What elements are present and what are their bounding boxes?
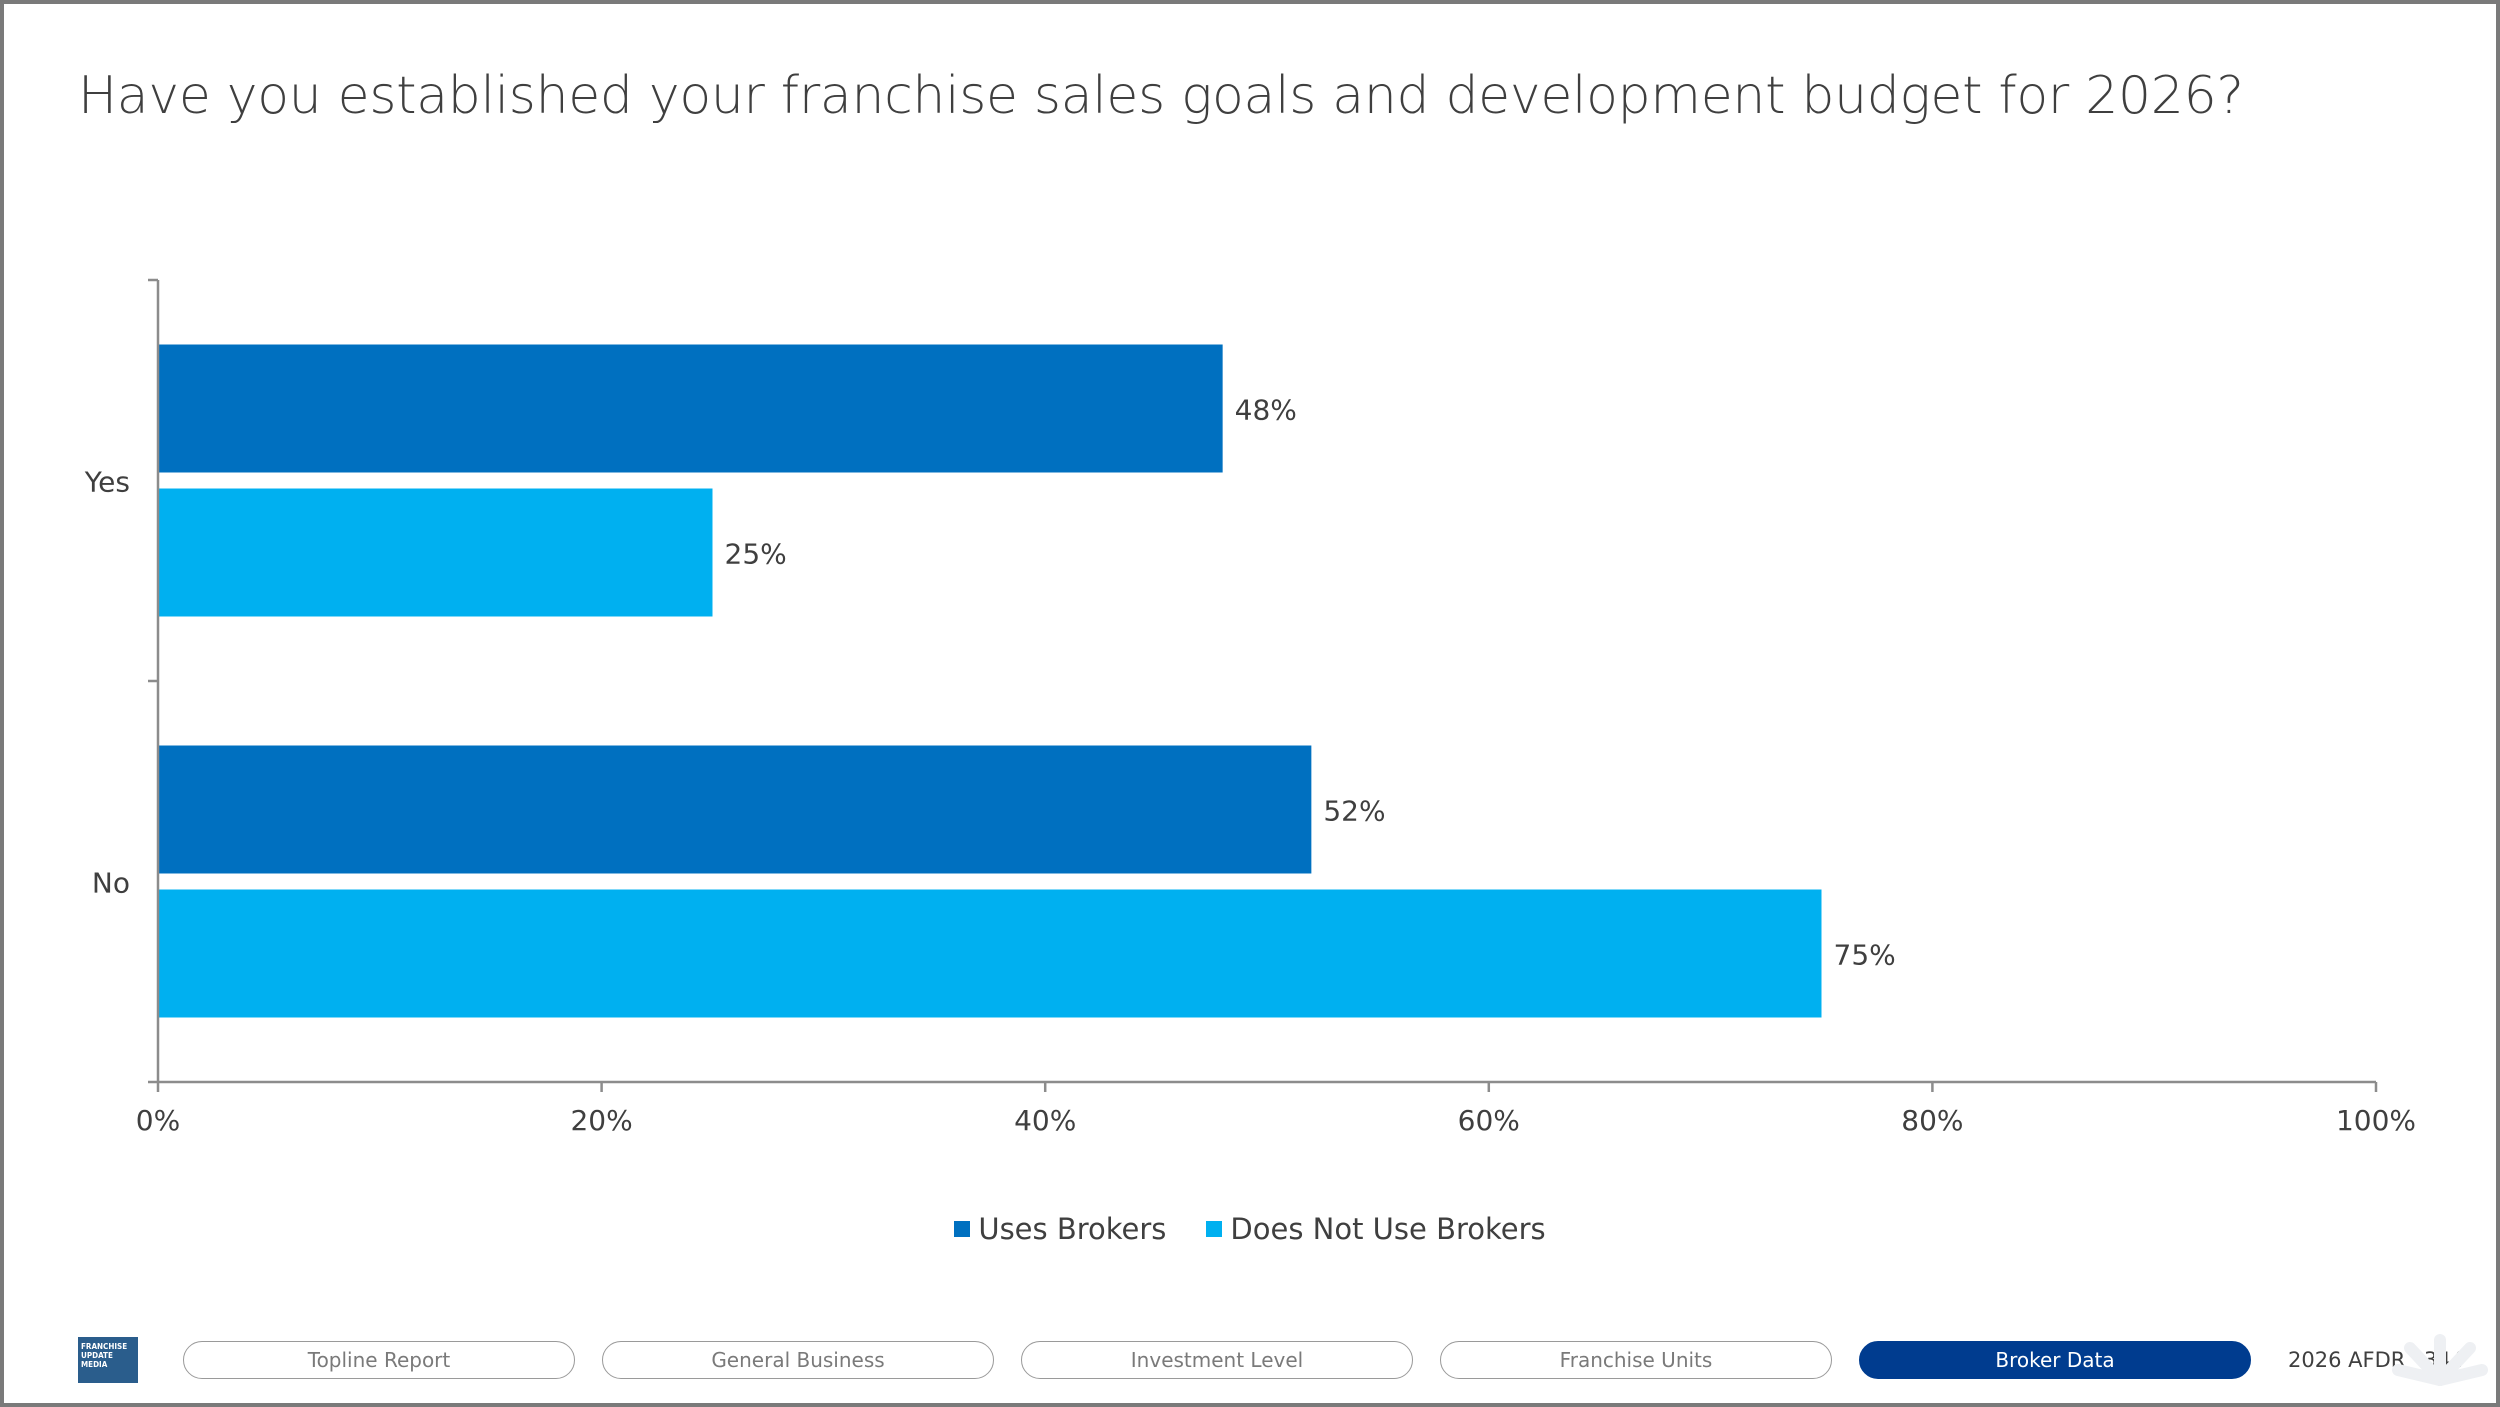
x-tick-label: 0%	[136, 1104, 180, 1137]
data-label: 52%	[1323, 795, 1385, 828]
legend-label-uses-brokers: Uses Brokers	[978, 1212, 1167, 1246]
x-tick-label: 80%	[1901, 1104, 1963, 1137]
nav-topline-report[interactable]: Topline Report	[183, 1341, 575, 1379]
bar-no-series-1	[158, 889, 1822, 1018]
nav-franchise-units[interactable]: Franchise Units	[1440, 1341, 1832, 1379]
legend-swatch-uses-brokers	[954, 1221, 971, 1237]
category-label: No	[92, 867, 130, 900]
x-tick-label: 20%	[570, 1104, 632, 1137]
nav-label: Topline Report	[307, 1348, 451, 1372]
data-label: 48%	[1235, 394, 1297, 427]
nav-label: Investment Level	[1130, 1348, 1304, 1372]
chart-legend: Uses Brokers Does Not Use Brokers	[0, 1212, 2500, 1246]
x-tick-label: 100%	[2336, 1104, 2416, 1137]
nav-label: Broker Data	[1995, 1348, 2115, 1372]
bar-no-series-0	[158, 745, 1312, 874]
x-tick-label: 60%	[1458, 1104, 1520, 1137]
logo-line-3: MEDIA	[81, 1360, 108, 1369]
decorative-burst-icon	[2392, 1334, 2488, 1386]
bar-yes-series-1	[158, 488, 713, 617]
nav-investment-level[interactable]: Investment Level	[1021, 1341, 1413, 1379]
nav-general-business[interactable]: General Business	[602, 1341, 994, 1379]
logo-line-2: UPDATE	[81, 1351, 113, 1360]
nav-broker-data[interactable]: Broker Data	[1859, 1341, 2251, 1379]
bar-yes-series-0	[158, 344, 1223, 473]
page-title: Have you established your franchise sale…	[78, 66, 2244, 126]
nav-label: General Business	[711, 1348, 885, 1372]
nav-label: Franchise Units	[1559, 1348, 1713, 1372]
legend-label-does-not-use-brokers: Does Not Use Brokers	[1230, 1212, 1546, 1246]
x-tick-label: 40%	[1014, 1104, 1076, 1137]
data-label: 25%	[725, 538, 787, 571]
franchise-update-media-logo: FRANCHISE UPDATE MEDIA	[78, 1337, 138, 1383]
legend-item-uses-brokers: Uses Brokers	[954, 1212, 1166, 1246]
report-label: 2026 AFDR	[2288, 1348, 2406, 1372]
data-label: 75%	[1834, 939, 1896, 972]
category-label: Yes	[84, 466, 130, 499]
legend-item-does-not-use-brokers: Does Not Use Brokers	[1206, 1212, 1546, 1246]
legend-swatch-does-not-use-brokers	[1206, 1221, 1223, 1237]
logo-line-1: FRANCHISE	[81, 1342, 128, 1351]
